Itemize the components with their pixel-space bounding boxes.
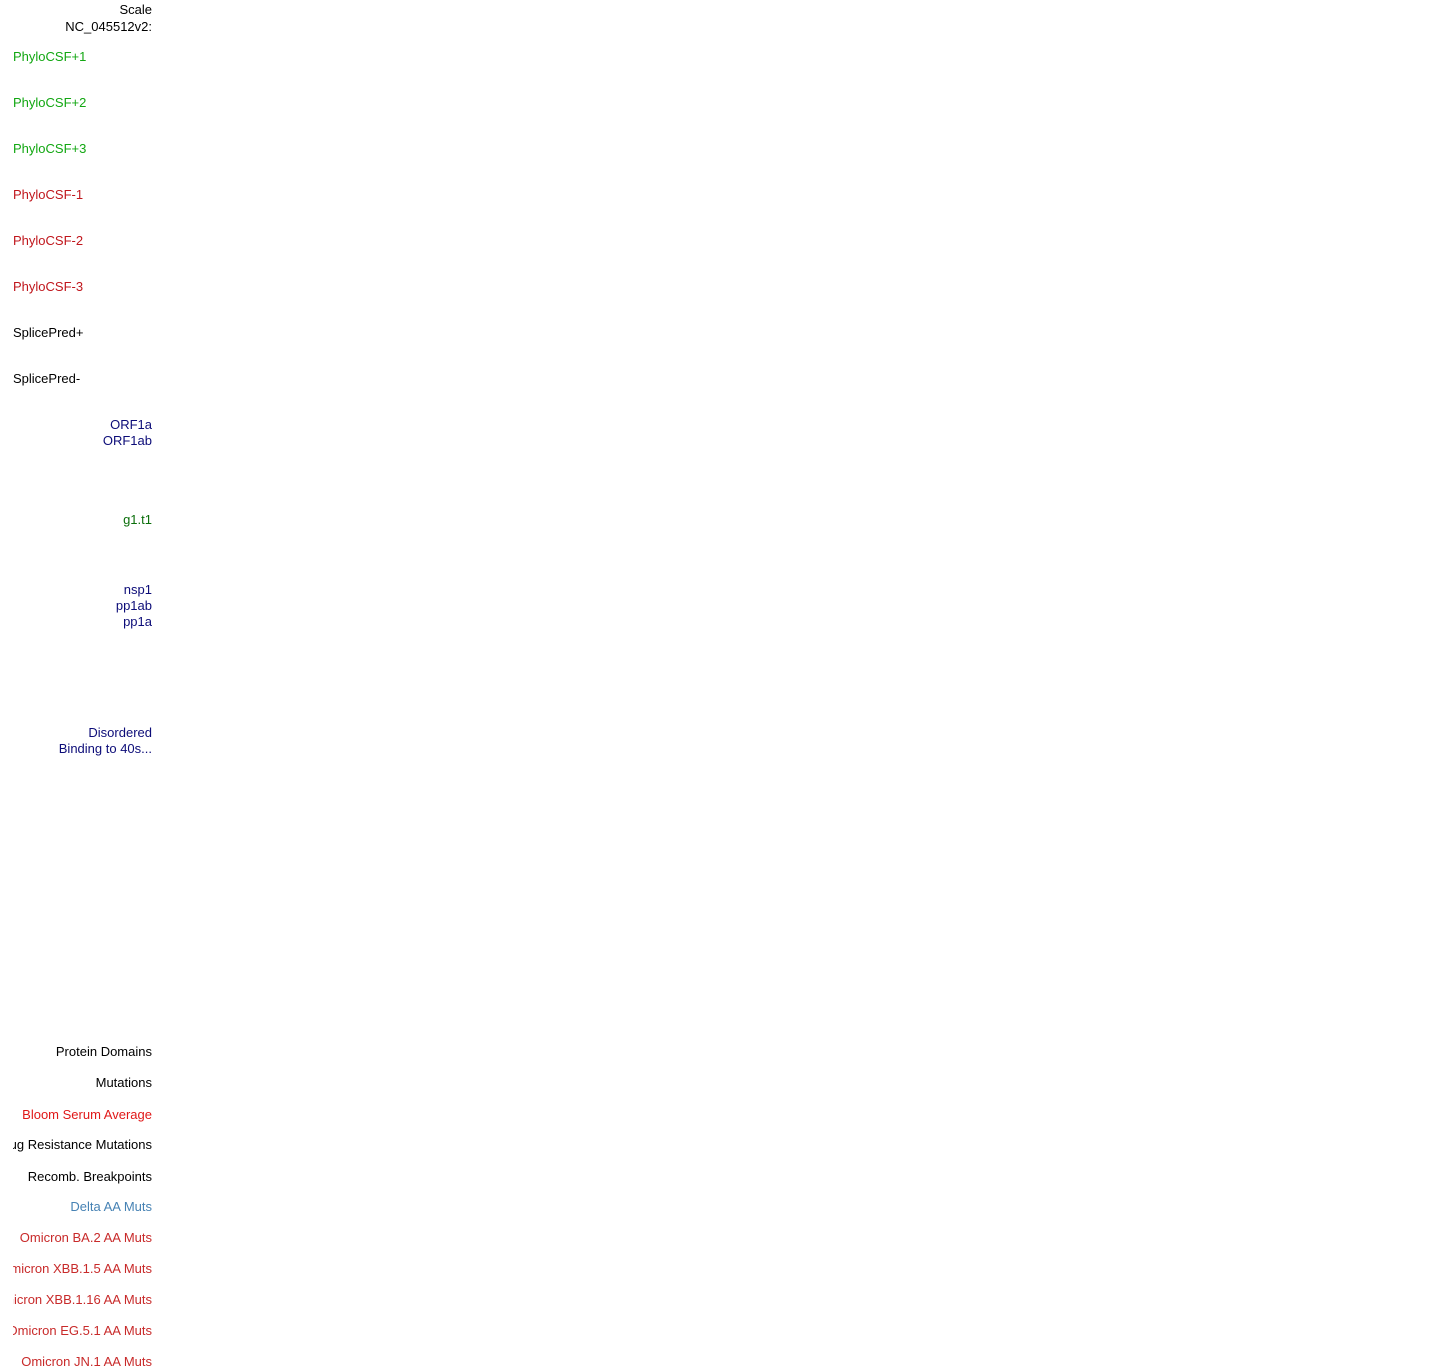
track-label-panel: Scale NC_045512v2: PhyloCSF+1 PhyloCSF+2… [13,0,152,1371]
track-data-area[interactable] [156,0,1443,1371]
track-label-bloom-serum[interactable]: Bloom Serum Average [22,1107,152,1122]
track-label-omicron-xbb116[interactable]: Omicron XBB.1.16 AA Muts [13,1292,152,1307]
track-label-omicron-jn1[interactable]: Omicron JN.1 AA Muts [21,1354,152,1369]
scale-label[interactable]: Scale [119,2,152,17]
item-label-pp1ab[interactable]: pp1ab [115,598,152,613]
track-label-phylocsf-plus1[interactable]: PhyloCSF+1 [13,49,87,64]
item-label-orf1ab[interactable]: ORF1ab [102,433,152,448]
track-label-phylocsf-minus3[interactable]: PhyloCSF-3 [13,279,84,294]
item-label-nsp1[interactable]: nsp1 [123,582,152,597]
item-label-pp1a[interactable]: pp1a [123,614,152,629]
track-label-recomb-breakpoints[interactable]: Recomb. Breakpoints [27,1169,152,1184]
track-label-omicron-eg51[interactable]: Omicron EG.5.1 AA Muts [13,1323,152,1338]
track-label-omicron-xbb15[interactable]: Omicron XBB.1.5 AA Muts [13,1261,152,1276]
track-label-drug-resistance[interactable]: Drug Resistance Mutations [13,1137,152,1152]
track-label-omicron-ba2[interactable]: Omicron BA.2 AA Muts [19,1230,152,1245]
track-label-phylocsf-minus2[interactable]: PhyloCSF-2 [13,233,84,248]
track-label-mutations[interactable]: Mutations [95,1075,152,1090]
track-label-phylocsf-plus3[interactable]: PhyloCSF+3 [13,141,87,156]
track-label-splicepred-minus[interactable]: SplicePred- [13,371,81,386]
track-label-phylocsf-minus1[interactable]: PhyloCSF-1 [13,187,84,202]
item-label-disordered[interactable]: Disordered [88,725,152,740]
track-label-delta-aa-muts[interactable]: Delta AA Muts [70,1199,152,1214]
track-label-phylocsf-plus2[interactable]: PhyloCSF+2 [13,95,87,110]
item-label-g1t1[interactable]: g1.t1 [123,512,152,527]
item-label-binding-40s[interactable]: Binding to 40s... [58,741,152,756]
chrom-label[interactable]: NC_045512v2: [65,19,152,34]
track-label-protein-domains[interactable]: Protein Domains [55,1044,152,1059]
track-label-splicepred-plus[interactable]: SplicePred+ [13,325,84,340]
item-label-orf1a[interactable]: ORF1a [110,417,152,432]
